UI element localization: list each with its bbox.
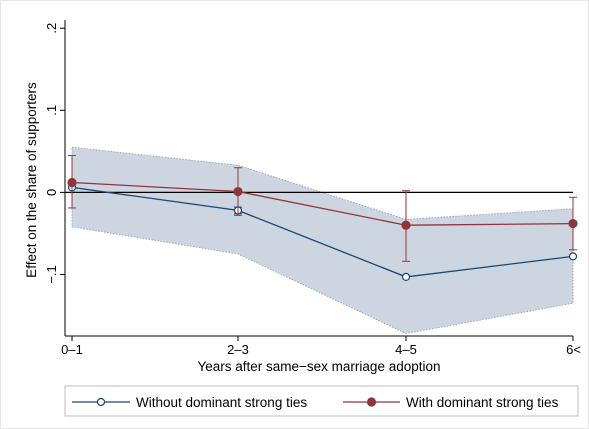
confidence-band	[71, 146, 574, 335]
x-tick-label: 4–5	[395, 342, 417, 357]
y-axis-title: Effect on the share of supporters	[24, 82, 39, 278]
series-line	[71, 181, 574, 226]
legend-box	[64, 385, 579, 417]
x-tick-label: 2–3	[227, 342, 249, 357]
y-tick-label: .2	[44, 23, 59, 34]
x-tick-label: 0–1	[61, 342, 83, 357]
confidence-band-layer	[71, 146, 574, 335]
axes-layer: −.1 0 .1 .2 0–1 2–3 4–5 6<	[44, 20, 581, 357]
x-axis-title: Years after same−sex marriage adoption	[197, 359, 440, 374]
series-layer	[67, 154, 578, 282]
legend: Without dominant strong ties With dominan…	[64, 385, 579, 417]
legend-marker-2	[366, 397, 377, 407]
data-point	[568, 252, 578, 261]
data-point	[401, 272, 411, 282]
legend-label-1: Without dominant strong ties	[136, 395, 307, 410]
axis-labels-layer: Years after same−sex marriage adoption E…	[24, 82, 441, 374]
y-tick-label: 0	[44, 189, 59, 196]
data-point	[233, 186, 243, 197]
x-tick-label: 6<	[566, 342, 581, 357]
data-point	[568, 218, 578, 229]
data-point	[401, 220, 411, 230]
data-point	[67, 177, 77, 188]
y-tick-label: −.1	[44, 265, 59, 283]
series-line	[71, 186, 574, 278]
series-2	[67, 154, 578, 262]
y-tick-label: .1	[44, 105, 59, 116]
legend-marker-1	[96, 397, 106, 407]
legend-label-2: With dominant strong ties	[406, 395, 559, 410]
